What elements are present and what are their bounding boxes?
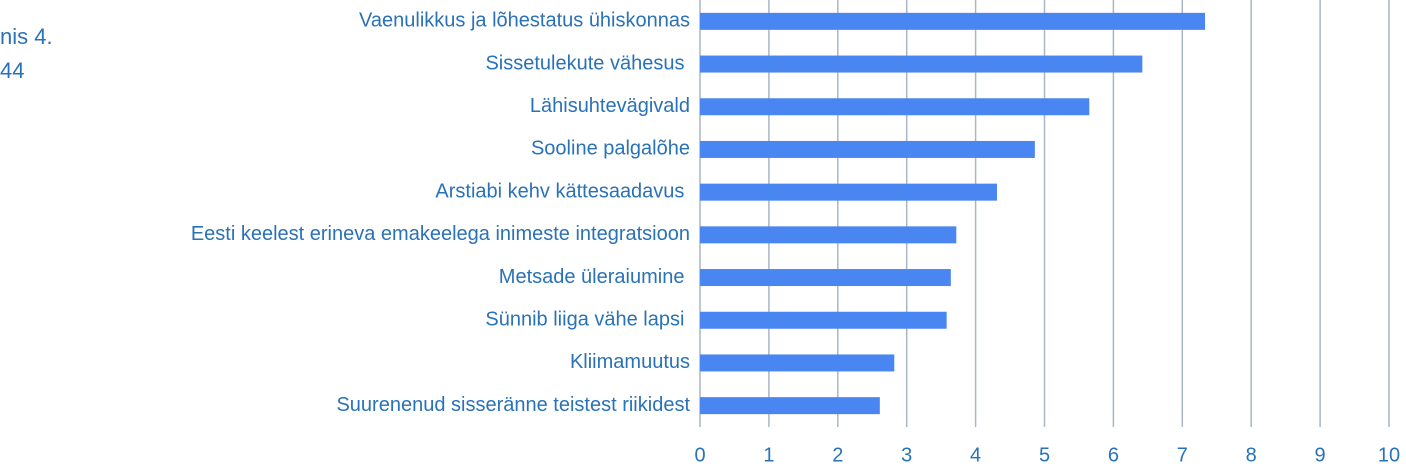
y-tick-label: Suurenenud sisseränne teistest riikidest [336,394,690,416]
x-tick-label: 0 [694,444,705,466]
x-tick-label: 4 [970,444,981,466]
bar [700,311,947,329]
x-tick-label: 5 [1039,444,1050,466]
x-tick-label: 7 [1177,444,1188,466]
y-tick-label: Sooline palgalõhe [531,138,690,160]
annotation: 44 [0,58,24,83]
y-tick-label: Metsade üleraiumine [499,266,690,288]
y-tick-label: Eesti keelest erineva emakeelega inimest… [191,223,690,245]
bar [700,397,880,415]
bar [700,269,951,287]
bar [700,12,1206,30]
x-tick-label: 9 [1315,444,1326,466]
x-tick-label: 8 [1246,444,1257,466]
x-tick-label: 10 [1378,444,1400,466]
annotation: nis 4. [0,24,53,49]
y-tick-label: Vaenulikkus ja lõhestatus ühiskonnas [359,10,690,32]
y-tick-label: Kliimamuutus [570,351,690,373]
bar [700,140,1035,158]
x-tick-label: 1 [763,444,774,466]
bar [700,226,957,244]
bar [700,183,997,201]
bar [700,98,1090,116]
y-tick-label: Sünnib liiga vähe lapsi [485,309,690,331]
bar [700,354,895,372]
y-tick-label: Sissetulekute vähesus [485,52,690,74]
x-tick-label: 6 [1108,444,1119,466]
y-tick-label: Arstiabi kehv kättesaadavus [435,180,690,202]
x-tick-label: 3 [901,444,912,466]
y-tick-label: Lähisuhtevägivald [530,95,690,117]
x-tick-label: 2 [832,444,843,466]
bar [700,55,1143,73]
